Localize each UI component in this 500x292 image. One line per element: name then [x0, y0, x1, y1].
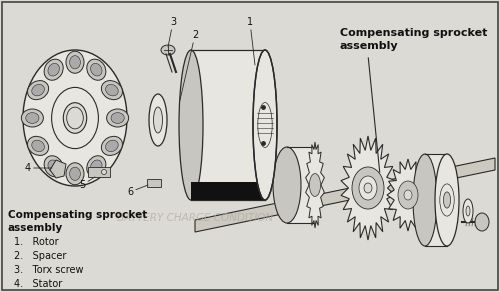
- Ellipse shape: [70, 167, 80, 180]
- Ellipse shape: [70, 56, 80, 69]
- Ellipse shape: [28, 81, 48, 100]
- Polygon shape: [195, 158, 495, 232]
- Polygon shape: [287, 147, 315, 223]
- Text: 3.   Torx screw: 3. Torx screw: [14, 265, 84, 275]
- Ellipse shape: [398, 181, 418, 209]
- Ellipse shape: [52, 87, 98, 149]
- Polygon shape: [191, 50, 265, 200]
- Ellipse shape: [28, 136, 48, 155]
- Ellipse shape: [364, 183, 372, 193]
- Ellipse shape: [310, 174, 320, 197]
- Ellipse shape: [48, 160, 60, 173]
- Ellipse shape: [106, 109, 128, 127]
- Text: 2: 2: [180, 30, 198, 100]
- Ellipse shape: [87, 59, 106, 80]
- Text: 2.   Spacer: 2. Spacer: [14, 251, 66, 261]
- Text: 1.   Rotor: 1. Rotor: [14, 237, 59, 247]
- Ellipse shape: [179, 50, 203, 200]
- Text: 4: 4: [25, 163, 52, 173]
- Ellipse shape: [444, 192, 450, 208]
- Ellipse shape: [106, 84, 118, 96]
- Text: Compensating sprocket
assembly: Compensating sprocket assembly: [8, 210, 147, 233]
- Polygon shape: [50, 160, 66, 178]
- Ellipse shape: [161, 45, 175, 55]
- Ellipse shape: [90, 63, 102, 76]
- Polygon shape: [387, 159, 429, 231]
- Polygon shape: [191, 182, 265, 200]
- Ellipse shape: [102, 136, 122, 155]
- Text: 3: 3: [168, 17, 176, 47]
- Polygon shape: [425, 154, 447, 246]
- Ellipse shape: [66, 51, 84, 73]
- Ellipse shape: [44, 59, 63, 80]
- Polygon shape: [306, 142, 324, 228]
- Ellipse shape: [32, 84, 44, 96]
- Ellipse shape: [87, 156, 106, 177]
- Polygon shape: [341, 136, 395, 240]
- Ellipse shape: [102, 81, 122, 100]
- Ellipse shape: [102, 169, 106, 175]
- Ellipse shape: [66, 163, 84, 185]
- Ellipse shape: [253, 50, 277, 200]
- Ellipse shape: [149, 94, 167, 146]
- Text: Compensating sprocket
assembly: Compensating sprocket assembly: [340, 28, 488, 51]
- Ellipse shape: [48, 63, 60, 76]
- Ellipse shape: [463, 199, 473, 223]
- Ellipse shape: [26, 113, 39, 124]
- Ellipse shape: [466, 206, 470, 216]
- Ellipse shape: [413, 154, 437, 246]
- Ellipse shape: [64, 103, 86, 133]
- Ellipse shape: [106, 140, 118, 152]
- Text: BATTERY CHARGE CONDITION: BATTERY CHARGE CONDITION: [117, 213, 273, 223]
- Text: 5: 5: [79, 177, 95, 190]
- Ellipse shape: [44, 156, 63, 177]
- Ellipse shape: [352, 167, 384, 209]
- Ellipse shape: [66, 107, 84, 129]
- FancyBboxPatch shape: [147, 179, 161, 187]
- Ellipse shape: [404, 190, 412, 200]
- Ellipse shape: [475, 213, 489, 231]
- Text: 4.   Stator: 4. Stator: [14, 279, 62, 289]
- Ellipse shape: [359, 176, 377, 200]
- Ellipse shape: [32, 140, 44, 152]
- FancyBboxPatch shape: [88, 167, 110, 177]
- Ellipse shape: [111, 113, 124, 124]
- Text: 1: 1: [247, 17, 255, 65]
- Text: 6: 6: [127, 185, 148, 197]
- Ellipse shape: [154, 107, 162, 133]
- Ellipse shape: [90, 160, 102, 173]
- Ellipse shape: [23, 50, 127, 186]
- Ellipse shape: [22, 109, 44, 127]
- Ellipse shape: [273, 147, 301, 223]
- Ellipse shape: [435, 154, 459, 246]
